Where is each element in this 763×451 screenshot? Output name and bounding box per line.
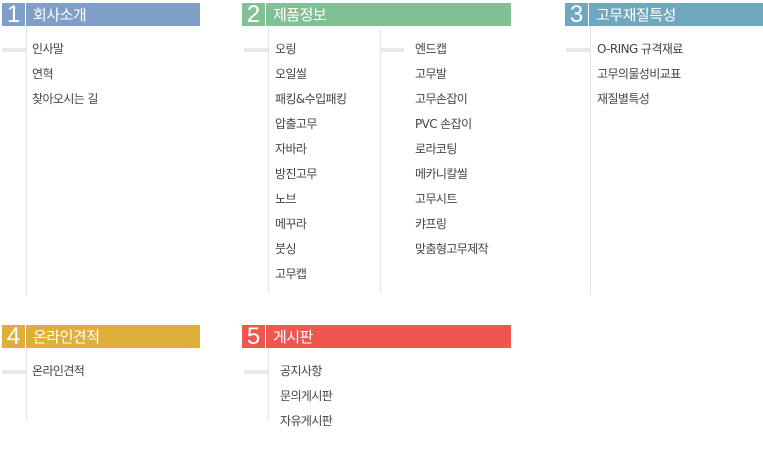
menu-link[interactable]: 고무시트	[415, 192, 457, 206]
menu-link[interactable]: 연혁	[32, 67, 53, 81]
menu-link[interactable]: 고무손잡이	[415, 92, 468, 106]
section-header-3[interactable]: 3 고무재질특성	[565, 3, 763, 27]
divider	[590, 26, 591, 295]
menu-link[interactable]: 압출고무	[275, 117, 317, 131]
divider-marker	[2, 48, 26, 52]
menu-link[interactable]: 로라코팅	[415, 142, 457, 156]
menu-link[interactable]: 캬프링	[415, 217, 447, 231]
section-number: 5	[242, 325, 266, 349]
menu-link[interactable]: 맞춤형고무제작	[415, 242, 489, 256]
divider-marker	[566, 48, 590, 52]
menu-link[interactable]: 엔드캡	[415, 42, 447, 56]
divider	[26, 348, 27, 420]
menu-link[interactable]: 노브	[275, 192, 296, 206]
section-title: 고무재질특성	[596, 6, 676, 24]
menu-link[interactable]: 고무발	[415, 67, 447, 81]
section-title: 제품정보	[273, 6, 327, 24]
menu-link[interactable]: O-RING 규격재료	[597, 42, 683, 56]
menu-link[interactable]: 방진고무	[275, 167, 317, 181]
menu-link[interactable]: 문의게시판	[280, 389, 333, 403]
section-number: 1	[2, 3, 26, 27]
section-header-1[interactable]: 1 회사소개	[2, 3, 200, 27]
divider	[268, 26, 269, 293]
menu-link[interactable]: 고무캡	[275, 267, 307, 281]
menu-link[interactable]: 자바라	[275, 142, 307, 156]
menu-link[interactable]: 찾아오시는 길	[32, 92, 98, 106]
section-header-4[interactable]: 4 온라인견적	[2, 325, 200, 349]
menu-link[interactable]: 재질별특성	[597, 92, 650, 106]
section-number: 3	[565, 3, 589, 27]
divider-marker	[244, 48, 268, 52]
menu-link[interactable]: 패킹&수입패킹	[275, 92, 347, 106]
menu-link[interactable]: 메카니칼씰	[415, 167, 468, 181]
menu-link[interactable]: 오링	[275, 42, 296, 56]
section-header-5[interactable]: 5 게시판	[242, 325, 511, 349]
section-header-2[interactable]: 2 제품정보	[242, 3, 511, 27]
menu-link[interactable]: 온라인견적	[32, 364, 85, 378]
menu-link[interactable]: 메꾸라	[275, 217, 307, 231]
menu-link[interactable]: 오일씰	[275, 67, 307, 81]
section-number: 4	[2, 325, 26, 349]
menu-link[interactable]: 붓싱	[275, 242, 296, 256]
menu-link[interactable]: 자유게시판	[280, 414, 333, 428]
section-number: 2	[242, 3, 266, 27]
menu-link[interactable]: 인사말	[32, 42, 64, 56]
divider-marker	[244, 370, 268, 374]
divider	[268, 348, 269, 420]
divider-marker	[2, 370, 26, 374]
menu-link[interactable]: 고무의물성비교표	[597, 67, 681, 81]
divider-marker	[380, 48, 404, 52]
menu-link[interactable]: 공지사항	[280, 364, 322, 378]
section-title: 게시판	[273, 328, 313, 346]
divider	[380, 29, 381, 293]
section-title: 온라인견적	[33, 328, 100, 346]
divider	[26, 26, 27, 295]
section-title: 회사소개	[33, 6, 87, 24]
menu-link[interactable]: PVC 손잡이	[415, 117, 472, 131]
